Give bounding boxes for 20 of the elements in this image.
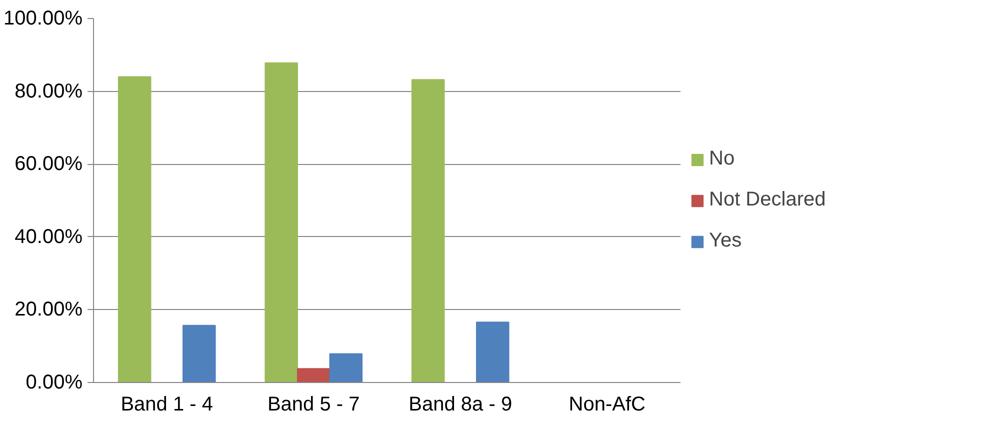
bar: [411, 79, 445, 382]
bar: [264, 62, 298, 382]
x-tick-label: Band 1 - 4: [120, 394, 214, 416]
x-tick-label: Non-AfC: [568, 394, 646, 416]
y-tick-label: 100.00%: [4, 8, 83, 30]
legend-label: Yes: [709, 230, 742, 252]
legend-label: No: [709, 148, 735, 170]
y-tick-label: 80.00%: [14, 80, 83, 102]
bar: [182, 324, 216, 382]
y-tick-label: 60.00%: [14, 153, 83, 176]
bar: [329, 353, 363, 382]
bar: [118, 76, 152, 382]
x-tick-label: Band 5 - 7: [267, 394, 360, 416]
legend-label: Not Declared: [709, 188, 826, 212]
y-tick-label: 0.00%: [26, 372, 83, 394]
bar: [476, 322, 510, 382]
bar: [296, 368, 330, 382]
y-tick-label: 20.00%: [14, 298, 83, 321]
x-tick-label: Band 8a - 9: [408, 394, 512, 416]
y-tick-label: 40.00%: [14, 226, 83, 248]
